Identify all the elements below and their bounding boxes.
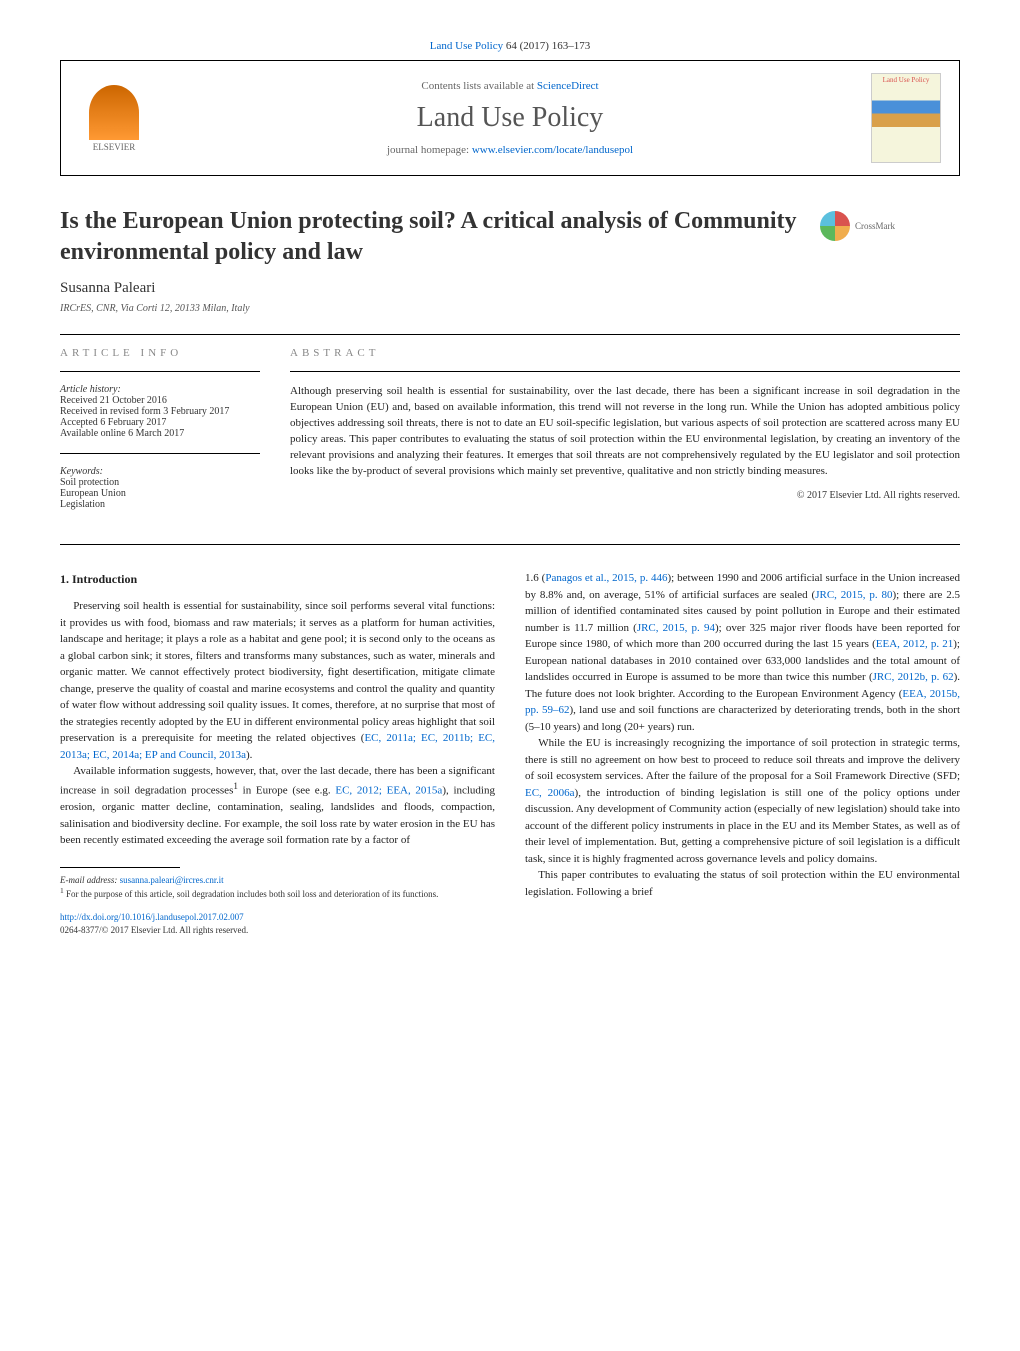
abstract-column: ABSTRACT Although preserving soil health… [290,347,960,524]
abstract-text: Although preserving soil health is essen… [290,384,960,480]
doi-block: http://dx.doi.org/10.1016/j.landusepol.2… [60,911,495,938]
abstract-copyright: © 2017 Elsevier Ltd. All rights reserved… [290,490,960,501]
keyword: Legislation [60,499,260,510]
crossmark-badge[interactable]: CrossMark [820,206,900,246]
article-info-column: ARTICLE INFO Article history: Received 2… [60,347,260,524]
history-label: Article history: [60,384,260,395]
citation-link[interactable]: EC, 2006a [525,787,575,799]
accepted-date: Accepted 6 February 2017 [60,417,260,428]
sciencedirect-link[interactable]: ScienceDirect [537,80,599,92]
abstract-heading: ABSTRACT [290,347,960,359]
homepage-line: journal homepage: www.elsevier.com/locat… [169,144,851,156]
citation-link[interactable]: EEA, 2012, p. 21 [876,638,954,650]
citation-link[interactable]: JRC, 2015, p. 94 [637,622,715,634]
journal-cover-thumbnail[interactable]: Land Use Policy [871,73,941,163]
crossmark-label: CrossMark [855,221,895,231]
citation-line: Land Use Policy 64 (2017) 163–173 [60,40,960,52]
issn-copyright: 0264-8377/© 2017 Elsevier Ltd. All right… [60,925,248,935]
keyword: Soil protection [60,477,260,488]
divider [60,334,960,335]
crossmark-icon [820,211,850,241]
journal-name: Land Use Policy [169,102,851,134]
divider [60,453,260,454]
citation-link[interactable]: JRC, 2012b, p. 62 [873,671,954,683]
body-paragraph: Preserving soil health is essential for … [60,598,495,763]
divider [60,371,260,372]
body-paragraph: This paper contributes to evaluating the… [525,867,960,900]
keywords-label: Keywords: [60,466,260,477]
cover-title: Land Use Policy [874,76,938,84]
revised-date: Received in revised form 3 February 2017 [60,406,260,417]
keyword: European Union [60,488,260,499]
divider [290,371,960,372]
section-heading: 1. Introduction [60,570,495,588]
author-name: Susanna Paleari [60,280,960,297]
citation-link[interactable]: JRC, 2015, p. 80 [815,589,892,601]
contents-available-line: Contents lists available at ScienceDirec… [169,80,851,92]
received-date: Received 21 October 2016 [60,395,260,406]
citation-link[interactable]: EC, 2012; EEA, 2015a [335,785,442,797]
elsevier-tree-icon [89,85,139,140]
email-footnote: E-mail address: susanna.paleari@ircres.c… [60,874,495,887]
body-right-column: 1.6 (Panagos et al., 2015, p. 446); betw… [525,570,960,937]
homepage-link[interactable]: www.elsevier.com/locate/landusepol [472,144,633,156]
citation-volume: 64 (2017) 163–173 [506,40,590,52]
online-date: Available online 6 March 2017 [60,428,260,439]
body-left-column: 1. Introduction Preserving soil health i… [60,570,495,937]
body-paragraph: While the EU is increasingly recognizing… [525,735,960,867]
doi-link[interactable]: http://dx.doi.org/10.1016/j.landusepol.2… [60,912,244,922]
author-affiliation: IRCrES, CNR, Via Corti 12, 20133 Milan, … [60,303,960,314]
journal-header: ELSEVIER Contents lists available at Sci… [60,60,960,176]
divider [60,544,960,545]
body-paragraph: 1.6 (Panagos et al., 2015, p. 446); betw… [525,570,960,735]
article-info-heading: ARTICLE INFO [60,347,260,359]
body-paragraph: Available information suggests, however,… [60,763,495,848]
citation-journal-link[interactable]: Land Use Policy [430,40,503,52]
footnote-1: 1 For the purpose of this article, soil … [60,886,495,901]
publisher-name: ELSEVIER [93,142,136,152]
citation-link[interactable]: Panagos et al., 2015, p. 446 [545,572,667,584]
elsevier-logo[interactable]: ELSEVIER [79,78,149,158]
footnote-divider [60,867,180,868]
email-link[interactable]: susanna.paleari@ircres.cnr.it [120,875,224,885]
